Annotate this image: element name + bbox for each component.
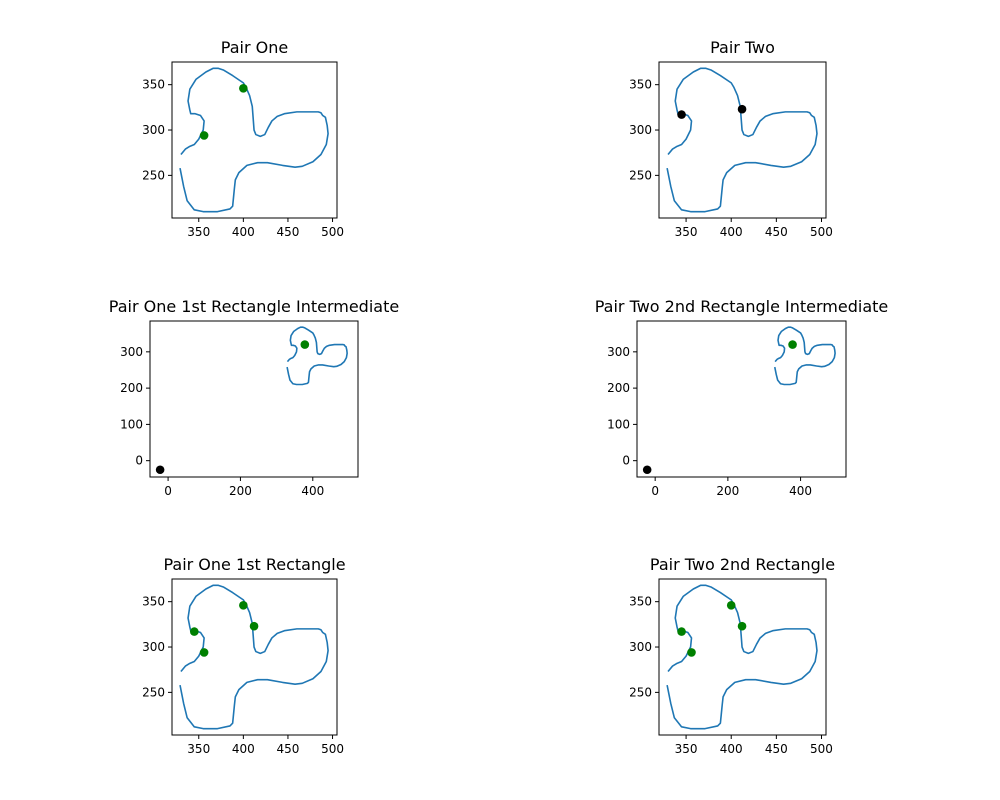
x-tick-label: 400 [789, 484, 812, 498]
y-tick-label: 300 [142, 640, 165, 654]
green-point-marker [788, 340, 797, 349]
y-tick-label: 200 [607, 381, 630, 395]
subplot-1: Pair One 350 400 450 500 250 300 350 [142, 38, 344, 239]
x-tick-label: 500 [321, 742, 344, 756]
subplot-title: Pair Two 2nd Rectangle Intermediate [595, 297, 889, 316]
x-tick-label: 350 [187, 225, 210, 239]
green-point-marker [199, 648, 209, 657]
axes-frame [171, 61, 338, 219]
subplot-4: Pair Two 2nd Rectangle Intermediate 0 200 4… [595, 297, 889, 498]
x-tick-label: 200 [716, 484, 739, 498]
axes-frame [171, 578, 338, 736]
x-tick-label: 200 [229, 484, 252, 498]
x-tick-label: 450 [765, 225, 788, 239]
y-tick-label: 100 [120, 417, 143, 431]
black-point-marker [642, 465, 652, 475]
green-point-marker [726, 601, 736, 610]
shape-outline-line [179, 67, 329, 213]
x-tick-label: 400 [301, 484, 324, 498]
green-point-marker [300, 340, 310, 349]
x-tick-label: 350 [187, 742, 210, 756]
y-tick-label: 300 [629, 640, 652, 654]
subplot-title: Pair Two [710, 38, 775, 57]
shape-outline-line [179, 584, 329, 730]
y-tick-label: 100 [607, 417, 630, 431]
subplot-title: Pair Two 2nd Rectangle [650, 555, 835, 574]
subplot-title: Pair One 1st Rectangle [163, 555, 345, 574]
green-point-marker [239, 84, 248, 93]
green-point-marker [189, 627, 199, 636]
green-point-marker [239, 601, 248, 610]
y-tick-label: 350 [629, 595, 652, 609]
y-tick-label: 300 [120, 345, 143, 359]
y-tick-label: 300 [607, 345, 630, 359]
subplot-3: Pair One 1st Rectangle Intermediate 0 200 4… [109, 297, 399, 498]
y-tick-label: 0 [622, 454, 630, 468]
subplot-title: Pair One [221, 38, 288, 57]
y-tick-label: 200 [120, 381, 143, 395]
y-tick-label: 250 [629, 685, 652, 699]
subplot-6: Pair Two 2nd Rectangle 350 400 450 500 250 300… [629, 555, 835, 756]
black-point-marker [677, 110, 686, 119]
axes-frame [636, 320, 847, 478]
y-tick-label: 250 [629, 168, 652, 182]
subplot-5: Pair One 1st Rectangle 350 400 450 500 250 300… [142, 555, 345, 756]
x-tick-label: 400 [720, 225, 743, 239]
x-tick-label: 500 [810, 225, 833, 239]
x-tick-label: 350 [675, 742, 698, 756]
x-tick-label: 450 [276, 742, 299, 756]
subplot-2: Pair Two 350 400 450 500 250 300 350 [629, 38, 833, 239]
axes-frame [658, 578, 827, 736]
shape-outline-line [666, 584, 818, 730]
shape-outline-line [773, 326, 836, 386]
x-tick-label: 0 [651, 484, 659, 498]
subplot-title: Pair One 1st Rectangle Intermediate [109, 297, 399, 316]
x-tick-label: 400 [232, 225, 255, 239]
x-tick-label: 0 [164, 484, 172, 498]
green-point-marker [677, 627, 686, 636]
axes-frame [149, 320, 359, 478]
y-tick-label: 350 [142, 595, 165, 609]
axes-frame [658, 61, 827, 219]
black-point-marker [737, 104, 747, 114]
x-tick-label: 350 [675, 225, 698, 239]
x-tick-label: 450 [276, 225, 299, 239]
shape-outline-line [666, 67, 818, 213]
x-tick-label: 500 [321, 225, 344, 239]
green-point-marker [737, 621, 747, 631]
x-tick-label: 400 [232, 742, 255, 756]
green-point-marker [249, 621, 259, 631]
x-tick-label: 450 [765, 742, 788, 756]
y-tick-label: 250 [142, 685, 165, 699]
black-point-marker [155, 465, 165, 475]
x-tick-label: 500 [810, 742, 833, 756]
y-tick-label: 250 [142, 168, 165, 182]
y-tick-label: 300 [629, 123, 652, 137]
y-tick-label: 300 [142, 123, 165, 137]
shape-outline-line [286, 326, 348, 386]
y-tick-label: 0 [135, 454, 143, 468]
y-tick-label: 350 [629, 78, 652, 92]
green-point-marker [687, 648, 696, 657]
green-point-marker [199, 131, 209, 140]
x-tick-label: 400 [720, 742, 743, 756]
y-tick-label: 350 [142, 78, 165, 92]
